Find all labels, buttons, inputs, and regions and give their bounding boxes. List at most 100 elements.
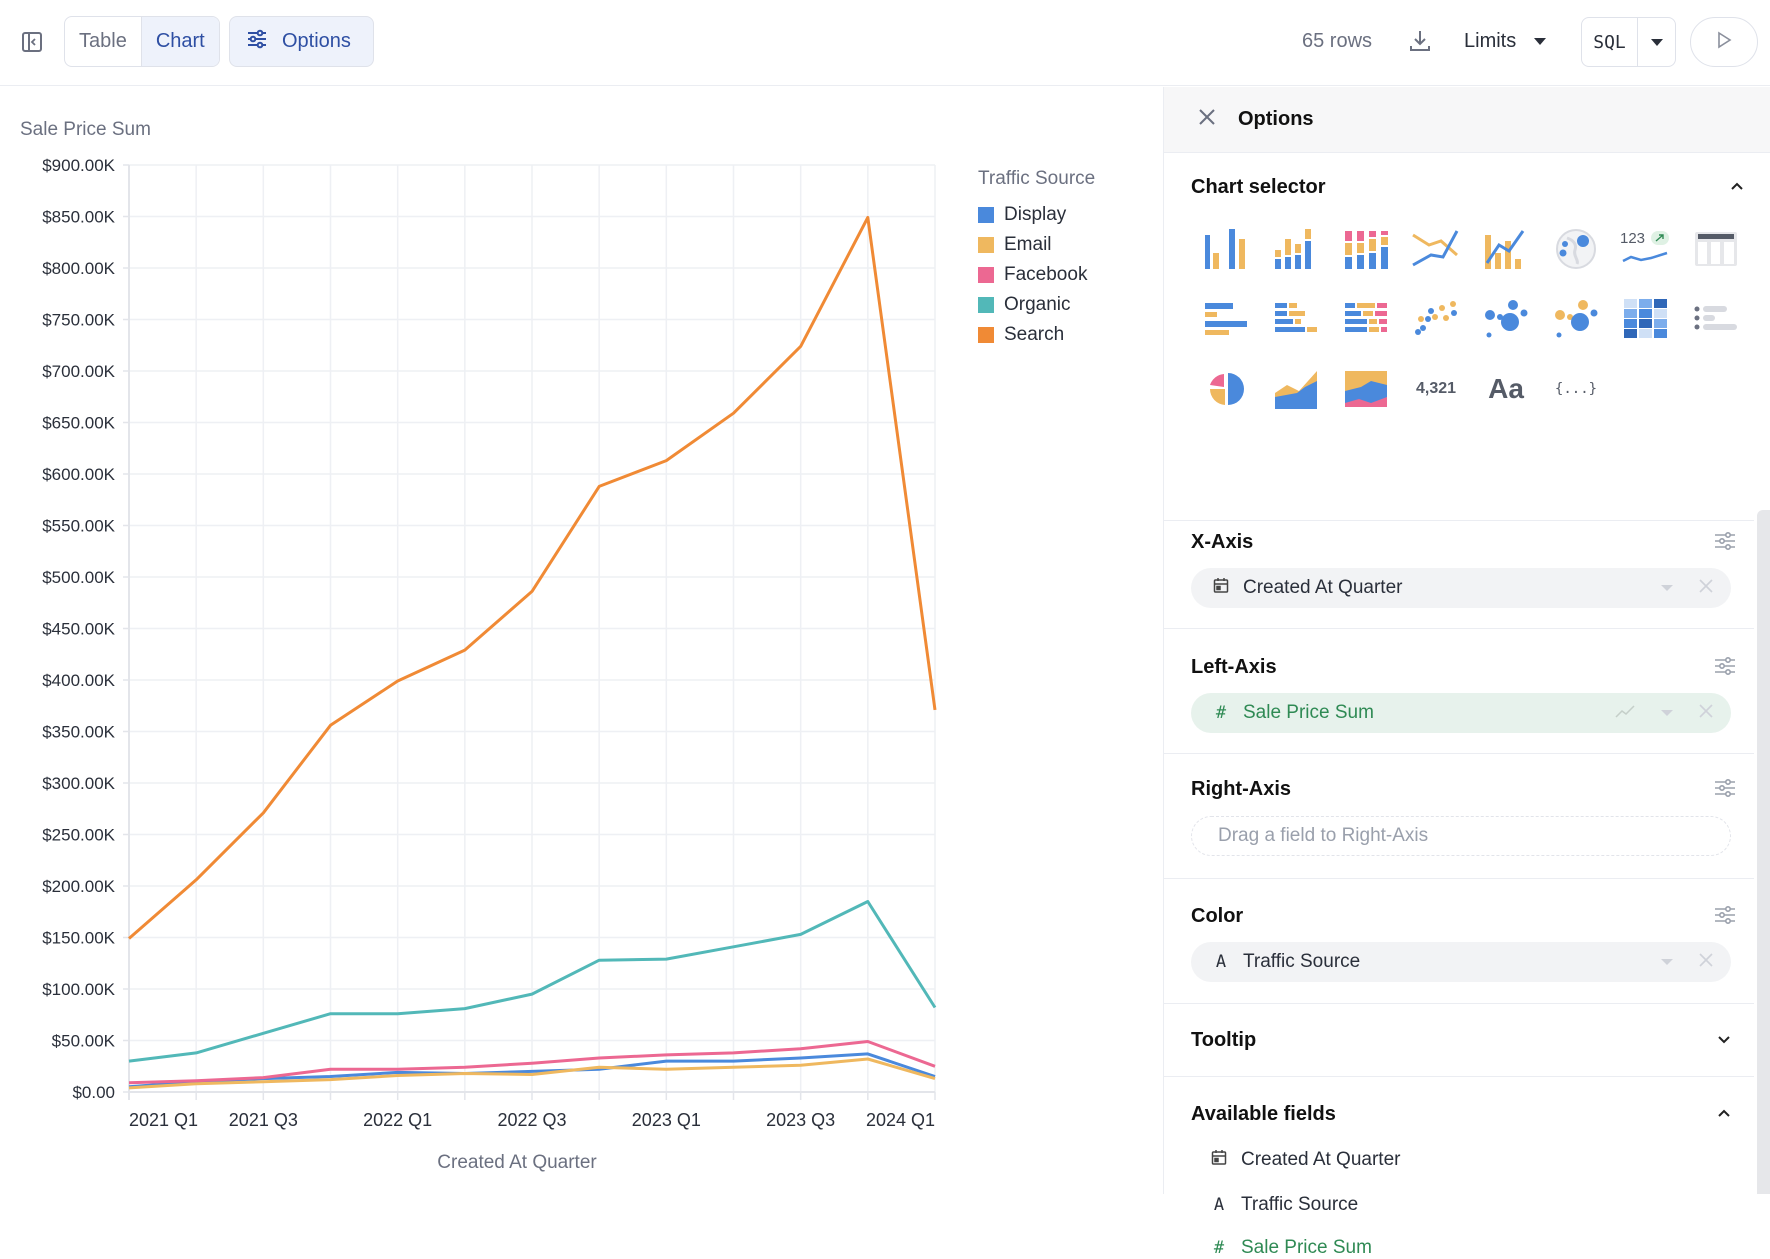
- legend-item-facebook[interactable]: Facebook: [978, 260, 1095, 290]
- run-button[interactable]: [1690, 17, 1758, 67]
- list-chart-icon[interactable]: [1681, 284, 1751, 354]
- remove-icon[interactable]: [1699, 577, 1713, 599]
- caret-down-icon[interactable]: [1661, 959, 1673, 965]
- limits-dropdown[interactable]: Limits: [1464, 30, 1547, 53]
- heatmap-icon[interactable]: [1611, 284, 1681, 354]
- options-panel-header: Options: [1164, 87, 1770, 153]
- series-line-email: [128, 1057, 936, 1090]
- sidebar-collapse-icon[interactable]: [20, 30, 44, 54]
- color-field-pill[interactable]: A Traffic Source: [1191, 942, 1731, 982]
- x-axis-field-label: Created At Quarter: [1243, 577, 1403, 598]
- tab-chart[interactable]: Chart: [140, 17, 219, 66]
- grouped-bar-icon[interactable]: [1261, 214, 1331, 284]
- bubble-chart-icon[interactable]: [1471, 284, 1541, 354]
- y-tick-label: $850.00K: [42, 208, 115, 227]
- x-tick-label: 2022 Q1: [363, 1110, 432, 1130]
- tooltip-title: Tooltip: [1191, 1029, 1257, 1051]
- x-axis-section: X-Axis Created At Quarter: [1164, 521, 1754, 629]
- settings-sliders-icon[interactable]: [1714, 531, 1736, 556]
- available-fields-title: Available fields: [1191, 1103, 1336, 1125]
- chevron-up-icon[interactable]: [1730, 178, 1744, 196]
- text-chart-icon[interactable]: Aa: [1471, 354, 1541, 424]
- remove-icon[interactable]: [1699, 702, 1713, 724]
- legend-item-email[interactable]: Email: [978, 230, 1095, 260]
- right-axis-placeholder: Drag a field to Right-Axis: [1218, 825, 1429, 846]
- series-line-search: [128, 216, 937, 940]
- available-fields-section: Available fields Created At Quarter A Tr…: [1164, 1077, 1754, 1215]
- legend: Traffic Source Display Email Facebook Or…: [978, 168, 1095, 350]
- colored-bubble-icon[interactable]: [1541, 284, 1611, 354]
- options-panel-title: Options: [1238, 108, 1314, 130]
- line-chart-icon[interactable]: [1401, 214, 1471, 284]
- sql-button[interactable]: SQL: [1582, 18, 1638, 66]
- kpi-chart-icon[interactable]: 123: [1611, 214, 1681, 284]
- caret-down-icon[interactable]: [1661, 585, 1673, 591]
- number-type-icon: #: [1213, 1238, 1225, 1258]
- y-tick-label: $400.00K: [42, 671, 115, 690]
- line-series-icon[interactable]: [1615, 702, 1635, 724]
- x-axis-field-pill[interactable]: Created At Quarter: [1191, 568, 1731, 608]
- chevron-up-icon[interactable]: [1717, 1105, 1731, 1123]
- kpi-number: 123: [1620, 230, 1645, 247]
- sliders-icon: [246, 28, 268, 56]
- stacked-horizontal-bar-icon[interactable]: [1331, 284, 1401, 354]
- y-tick-label: $800.00K: [42, 259, 115, 278]
- toolbar: Table Chart Options 65 rows Limits SQL: [0, 0, 1770, 86]
- pie-chart-icon[interactable]: [1191, 354, 1261, 424]
- y-tick-label: $250.00K: [42, 826, 115, 845]
- horizontal-bar-icon[interactable]: [1191, 284, 1261, 354]
- json-chart-icon[interactable]: {...}: [1541, 354, 1611, 424]
- panel-scrollbar[interactable]: [1757, 510, 1770, 1194]
- right-axis-title: Right-Axis: [1191, 778, 1291, 800]
- close-icon[interactable]: [1198, 108, 1216, 131]
- options-button[interactable]: Options: [229, 16, 374, 67]
- settings-sliders-icon[interactable]: [1714, 905, 1736, 930]
- field-label: Sale Price Sum: [1241, 1237, 1372, 1258]
- settings-sliders-icon[interactable]: [1714, 778, 1736, 803]
- field-label: Created At Quarter: [1241, 1149, 1401, 1170]
- remove-icon[interactable]: [1699, 951, 1713, 973]
- scatter-chart-icon[interactable]: [1401, 284, 1471, 354]
- series-line-organic: [128, 900, 937, 1063]
- y-tick-label: $550.00K: [42, 517, 115, 536]
- legend-item-organic[interactable]: Organic: [978, 290, 1095, 320]
- chevron-down-icon[interactable]: [1717, 1032, 1731, 1050]
- options-panel: Options Chart selector 123 4,321: [1163, 87, 1770, 1258]
- number-chart-icon[interactable]: 4,321: [1401, 354, 1471, 424]
- calendar-icon: [1211, 1149, 1227, 1171]
- y-tick-label: $50.00K: [52, 1032, 116, 1051]
- field-traffic-source[interactable]: A Traffic Source: [1211, 1194, 1358, 1216]
- y-tick-label: $700.00K: [42, 362, 115, 381]
- y-axis-title: Sale Price Sum: [20, 119, 151, 140]
- field-created-at-quarter[interactable]: Created At Quarter: [1211, 1149, 1400, 1171]
- stacked-bar-icon[interactable]: [1331, 214, 1401, 284]
- field-sale-price-sum[interactable]: # Sale Price Sum: [1211, 1237, 1372, 1259]
- bar-chart-icon[interactable]: [1191, 214, 1261, 284]
- table-chart-icon[interactable]: [1681, 214, 1751, 284]
- area-chart-icon[interactable]: [1261, 354, 1331, 424]
- download-icon[interactable]: [1407, 28, 1433, 54]
- tab-table[interactable]: Table: [79, 30, 127, 52]
- stacked-area-icon[interactable]: [1331, 354, 1401, 424]
- y-tick-label: $650.00K: [42, 414, 115, 433]
- legend-item-display[interactable]: Display: [978, 200, 1095, 230]
- caret-down-icon[interactable]: [1661, 710, 1673, 716]
- bar-line-combo-icon[interactable]: [1471, 214, 1541, 284]
- sql-dropdown-button[interactable]: [1638, 18, 1675, 66]
- legend-item-search[interactable]: Search: [978, 320, 1095, 350]
- color-title: Color: [1191, 905, 1244, 927]
- map-chart-icon[interactable]: [1541, 214, 1611, 284]
- settings-sliders-icon[interactable]: [1714, 656, 1736, 681]
- x-axis-title: X-Axis: [1191, 531, 1254, 553]
- left-axis-field-pill[interactable]: # Sale Price Sum: [1191, 693, 1731, 733]
- x-tick-label: 2022 Q3: [497, 1110, 566, 1130]
- x-tick-label: 2021 Q3: [229, 1110, 298, 1130]
- tooltip-section[interactable]: Tooltip: [1164, 1004, 1754, 1077]
- right-axis-drop-zone[interactable]: Drag a field to Right-Axis: [1191, 816, 1731, 856]
- legend-swatch: [978, 327, 994, 343]
- grouped-horizontal-bar-icon[interactable]: [1261, 284, 1331, 354]
- json-chart-label: {...}: [1554, 381, 1598, 397]
- caret-down-icon: [1650, 38, 1663, 46]
- y-tick-label: $200.00K: [42, 877, 115, 896]
- color-field-label: Traffic Source: [1243, 951, 1361, 972]
